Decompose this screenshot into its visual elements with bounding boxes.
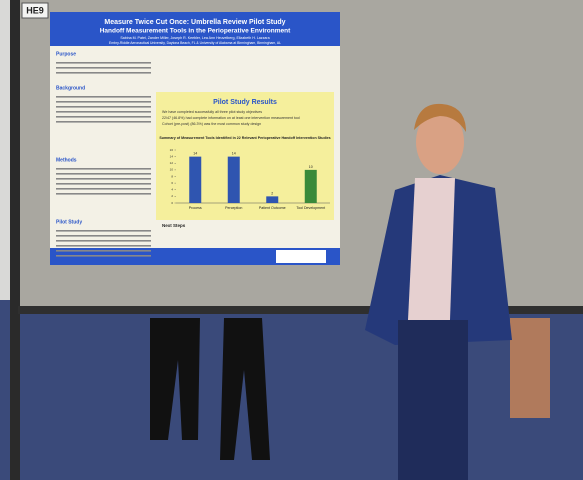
logo — [276, 250, 326, 263]
text-line — [56, 250, 151, 252]
y-tick-label: 6 — [171, 181, 173, 185]
board-frame — [10, 0, 20, 480]
text-line — [56, 235, 151, 237]
text-line — [56, 240, 151, 242]
text-line — [56, 116, 151, 118]
y-tick-label: 4 — [171, 188, 173, 192]
y-tick-label: 2 — [171, 194, 173, 198]
text-line — [56, 188, 151, 190]
bar — [266, 196, 279, 203]
bar — [189, 156, 202, 203]
section-heading: Methods — [56, 157, 77, 163]
text-line — [56, 173, 151, 175]
board-label-card — [21, 2, 49, 19]
board-label: HE9 — [26, 5, 44, 15]
visitor-legs — [220, 318, 270, 460]
data-label: 2 — [271, 191, 273, 195]
poster-title: Measure Twice Cut Once: Umbrella Review … — [104, 19, 285, 26]
bar-chart: Summary of Measurement Tools Identified … — [159, 136, 330, 210]
text-line — [56, 111, 151, 113]
poster-sections: Purpose Background Methods Pilot Study Next … — [56, 51, 186, 257]
results-panel — [156, 92, 334, 220]
text-line — [56, 67, 151, 69]
poster-authors: Sabina M. Patel, Zander Miller, Joseph R… — [120, 36, 269, 40]
x-tick-label: Tool Development — [296, 206, 325, 210]
result-item: Cohort (pre-post) (86.3%) was the most c… — [162, 122, 261, 126]
results-heading: Pilot Study Results — [213, 99, 277, 106]
text-line — [56, 72, 151, 74]
presenter-head — [416, 110, 464, 174]
visitor-legs — [150, 318, 200, 440]
y-tick-label: 14 — [170, 154, 174, 158]
text-line — [56, 193, 151, 195]
chart-title: Summary of Measurement Tools Identified … — [159, 136, 330, 140]
poster-footer — [50, 248, 340, 265]
visitor-legs — [510, 318, 550, 418]
text-line — [56, 245, 151, 247]
data-label: 10 — [309, 165, 313, 169]
x-tick-label: Patient Outcome — [259, 206, 286, 210]
presenter-shirt — [408, 178, 455, 320]
text-line — [56, 62, 151, 64]
y-tick-label: 12 — [170, 161, 174, 165]
section-heading: Pilot Study — [56, 219, 82, 225]
text-line — [56, 168, 151, 170]
poster-subtitle: Handoff Measurement Tools in the Periope… — [100, 28, 291, 35]
result-item: We have completed successfully all three… — [162, 110, 262, 114]
text-line — [56, 121, 151, 123]
text-line — [56, 101, 151, 103]
section-heading: Next Steps — [162, 223, 186, 228]
x-tick-label: Process — [189, 206, 202, 210]
y-tick-label: 0 — [171, 201, 173, 205]
presenter-trousers — [398, 320, 468, 480]
y-tick-label: 10 — [170, 168, 174, 172]
text-line — [56, 183, 151, 185]
text-line — [56, 178, 151, 180]
y-tick-label: 8 — [171, 174, 173, 178]
bar — [304, 169, 317, 203]
data-label: 14 — [193, 152, 197, 156]
x-tick-label: Perception — [225, 206, 242, 210]
text-line — [56, 255, 151, 257]
data-label: 14 — [232, 152, 236, 156]
board-frame — [18, 306, 583, 314]
bar — [227, 156, 240, 203]
poster-header — [50, 12, 340, 46]
poster-affiliation: Embry-Riddle Aeronautical University, Da… — [109, 41, 281, 45]
text-line — [56, 230, 151, 232]
text-line — [56, 96, 151, 98]
presenter-hair — [414, 103, 466, 132]
y-tick-label: 16 — [170, 148, 174, 152]
section-heading: Background — [56, 85, 85, 91]
result-item: 22/47 (46.8%) had complete information o… — [162, 116, 300, 120]
text-line — [56, 106, 151, 108]
section-heading: Purpose — [56, 51, 76, 57]
